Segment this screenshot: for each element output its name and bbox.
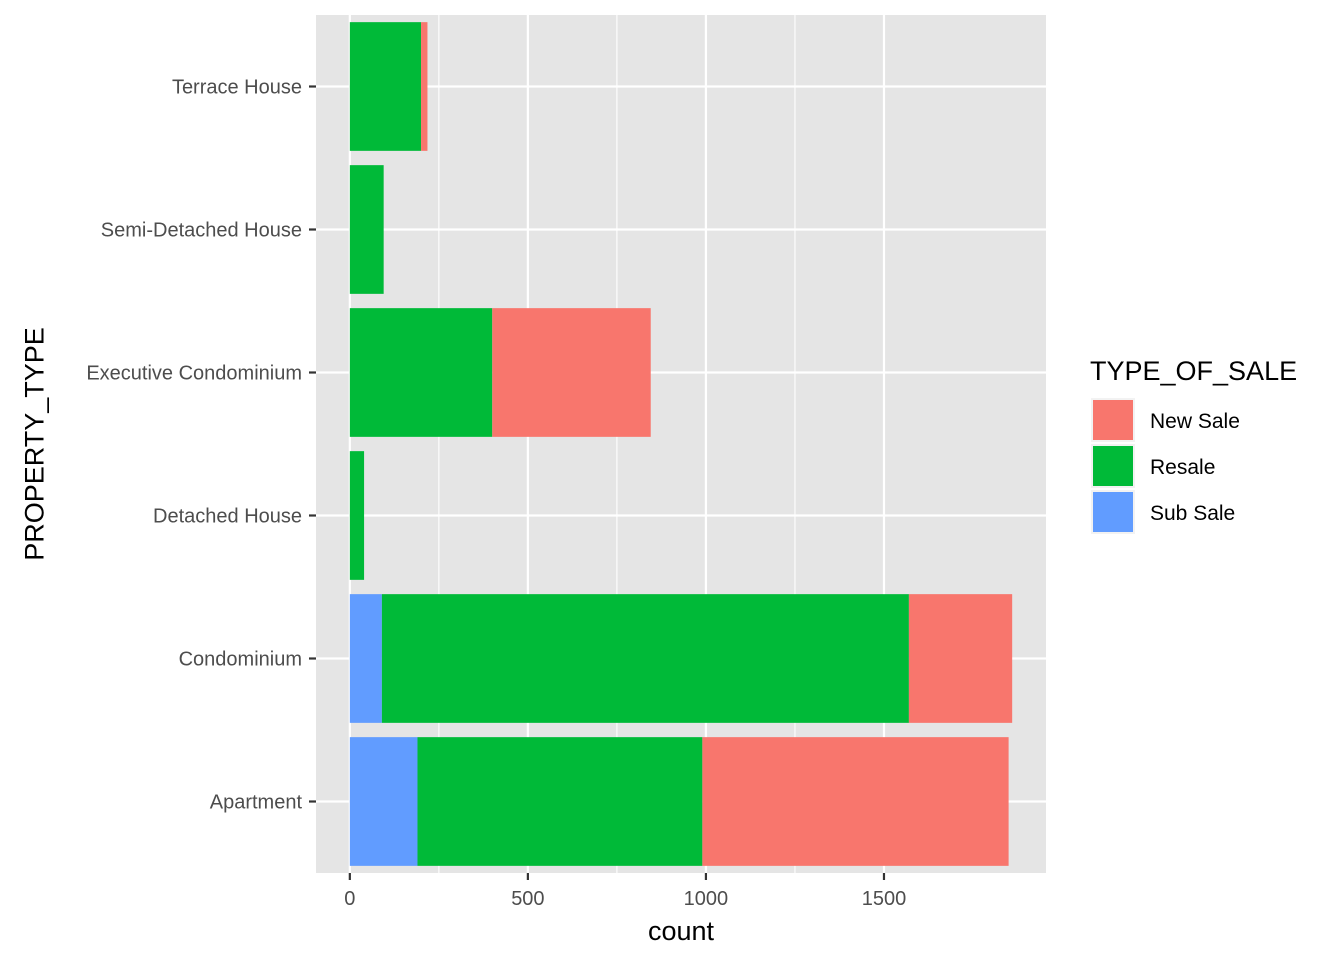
legend-swatch bbox=[1093, 492, 1133, 532]
plot-panel bbox=[316, 15, 1046, 873]
bar-segment bbox=[908, 594, 1013, 723]
legend-label: Sub Sale bbox=[1150, 502, 1235, 525]
y-tick-label: Detached House bbox=[153, 506, 302, 528]
legend-label: Resale bbox=[1150, 456, 1215, 479]
y-tick-label: Condominium bbox=[179, 649, 302, 671]
bar-segment bbox=[417, 737, 703, 866]
y-tick-label: Executive Condominium bbox=[86, 363, 302, 385]
x-tick-label: 0 bbox=[344, 888, 355, 910]
bar-segment bbox=[381, 594, 909, 723]
bar-segment bbox=[349, 22, 422, 151]
minor-gridlines bbox=[438, 15, 796, 873]
bar-segment bbox=[349, 451, 365, 580]
x-tick-label: 1000 bbox=[684, 888, 729, 910]
legend-swatch bbox=[1093, 446, 1133, 486]
bar-segment bbox=[349, 165, 384, 294]
x-tick-label: 500 bbox=[511, 888, 544, 910]
bar-segment bbox=[702, 737, 1009, 866]
bar-segment bbox=[349, 308, 493, 437]
x-axis-title: count bbox=[648, 916, 715, 946]
bars bbox=[349, 22, 1013, 866]
legend-swatch bbox=[1093, 400, 1133, 440]
x-axis: 0 500 1000 1500 bbox=[344, 873, 906, 910]
y-tick-label: Semi-Detached House bbox=[101, 220, 302, 242]
y-tick-label: Apartment bbox=[210, 792, 303, 814]
bar-segment bbox=[421, 22, 428, 151]
legend-label: New Sale bbox=[1150, 410, 1240, 433]
bar-segment bbox=[349, 737, 418, 866]
legend-title: TYPE_OF_SALE bbox=[1090, 356, 1297, 386]
legend: TYPE_OF_SALE New Sale Resale Sub Sale bbox=[1090, 356, 1297, 534]
x-tick-label: 1500 bbox=[862, 888, 907, 910]
y-tick-label: Terrace House bbox=[172, 77, 302, 99]
y-axis: Apartment Condominium Detached House Execut… bbox=[86, 77, 316, 814]
bar-segment bbox=[349, 594, 382, 723]
y-axis-title: PROPERTY_TYPE bbox=[19, 327, 49, 561]
bar-segment bbox=[492, 308, 651, 437]
